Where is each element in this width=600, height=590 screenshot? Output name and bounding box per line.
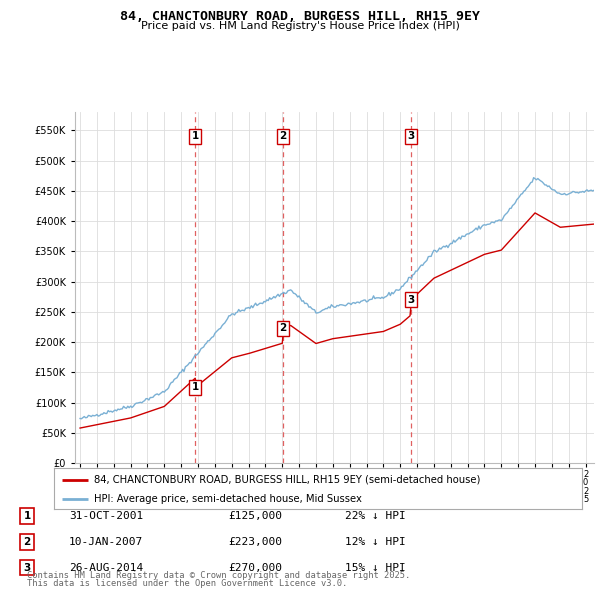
Text: 2: 2 (279, 132, 286, 142)
Text: 3: 3 (407, 132, 415, 142)
Text: 84, CHANCTONBURY ROAD, BURGESS HILL, RH15 9EY: 84, CHANCTONBURY ROAD, BURGESS HILL, RH1… (120, 10, 480, 23)
Text: HPI: Average price, semi-detached house, Mid Sussex: HPI: Average price, semi-detached house,… (94, 494, 361, 503)
Text: 26-AUG-2014: 26-AUG-2014 (69, 563, 143, 572)
Text: Price paid vs. HM Land Registry's House Price Index (HPI): Price paid vs. HM Land Registry's House … (140, 21, 460, 31)
Text: 1: 1 (191, 382, 199, 392)
Text: 2: 2 (23, 537, 31, 546)
Text: 12% ↓ HPI: 12% ↓ HPI (345, 537, 406, 546)
Text: 3: 3 (407, 295, 415, 304)
Text: 84, CHANCTONBURY ROAD, BURGESS HILL, RH15 9EY (semi-detached house): 84, CHANCTONBURY ROAD, BURGESS HILL, RH1… (94, 475, 480, 485)
Text: Contains HM Land Registry data © Crown copyright and database right 2025.: Contains HM Land Registry data © Crown c… (27, 571, 410, 580)
Text: 3: 3 (23, 563, 31, 572)
Text: 10-JAN-2007: 10-JAN-2007 (69, 537, 143, 546)
Text: This data is licensed under the Open Government Licence v3.0.: This data is licensed under the Open Gov… (27, 579, 347, 588)
Text: 1: 1 (23, 511, 31, 520)
Text: £270,000: £270,000 (228, 563, 282, 572)
Text: 15% ↓ HPI: 15% ↓ HPI (345, 563, 406, 572)
Text: 22% ↓ HPI: 22% ↓ HPI (345, 511, 406, 520)
Text: £223,000: £223,000 (228, 537, 282, 546)
Text: £125,000: £125,000 (228, 511, 282, 520)
Text: 2: 2 (279, 323, 286, 333)
Text: 31-OCT-2001: 31-OCT-2001 (69, 511, 143, 520)
Text: 1: 1 (191, 132, 199, 142)
